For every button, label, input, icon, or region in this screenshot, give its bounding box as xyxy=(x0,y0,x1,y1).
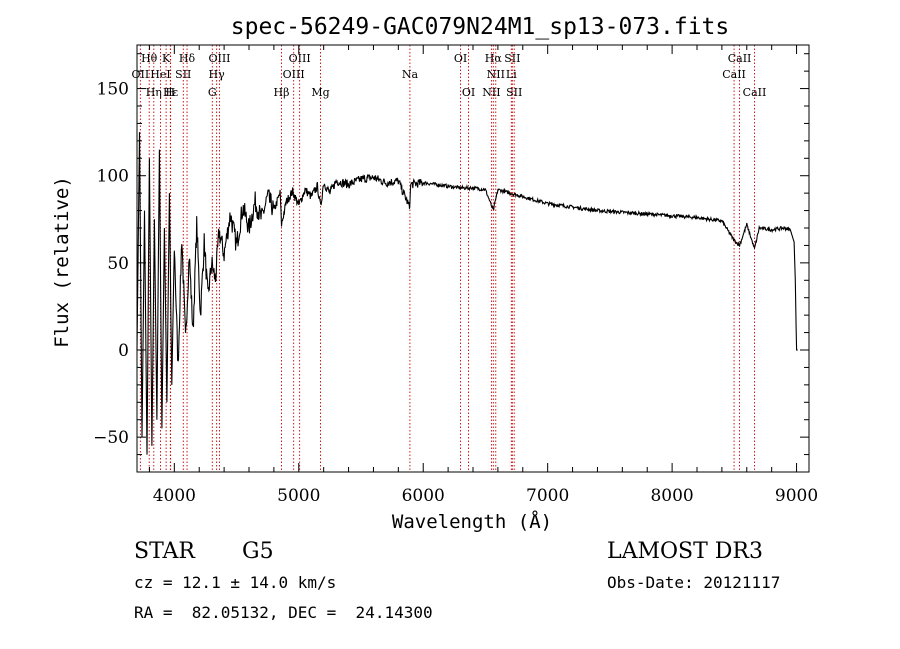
x-tick-label: 9000 xyxy=(775,486,818,506)
y-axis: −50 0 50 100 150 xyxy=(93,53,809,456)
marker-label: CaII xyxy=(722,68,746,81)
marker-label: Mg xyxy=(311,86,329,99)
y-tick-label: 150 xyxy=(97,80,129,100)
marker-label: H xyxy=(166,86,176,99)
line-marker-group xyxy=(139,45,755,472)
x-tick-label: 8000 xyxy=(650,486,693,506)
line-marker-label-group: Hθ OII Hε K HeI Hη SII H Hδ OIII Hγ G OIII OIII Hβ Mg Na… xyxy=(132,52,767,99)
redshift-velocity: cz = 12.1 ± 14.0 km/s xyxy=(134,573,337,592)
x-axis-label: Wavelength (Å) xyxy=(392,510,552,533)
y-tick-label: 0 xyxy=(118,341,129,361)
marker-label: G xyxy=(208,86,217,99)
marker-label: CaII xyxy=(743,86,767,99)
marker-label: Li xyxy=(506,68,517,81)
x-tick-label: 5000 xyxy=(277,486,320,506)
marker-label: OIII xyxy=(283,68,305,81)
marker-label: Hη xyxy=(146,86,162,99)
marker-label: Hε xyxy=(163,86,179,99)
marker-label: K xyxy=(162,52,171,65)
marker-label: OIII xyxy=(208,52,230,65)
marker-label: OIII xyxy=(289,52,311,65)
marker-label: Hβ xyxy=(274,86,290,99)
marker-label: Hα xyxy=(485,52,503,65)
marker-label: SII xyxy=(506,86,522,99)
object-class: STAR xyxy=(134,539,195,564)
marker-label: NII xyxy=(487,68,505,81)
x-tick-label: 6000 xyxy=(402,486,445,506)
spectrum-line xyxy=(136,132,798,455)
marker-label: OI xyxy=(462,86,475,99)
observation-date: Obs-Date: 20121117 xyxy=(607,573,781,592)
marker-label: NII xyxy=(482,86,500,99)
marker-label: HeI xyxy=(150,68,170,81)
marker-label: Hθ xyxy=(141,52,158,65)
x-tick-label: 7000 xyxy=(526,486,569,506)
x-axis: 4000 5000 6000 7000 8000 9000 xyxy=(148,45,818,506)
coordinates: RA = 82.05132, DEC = 24.14300 xyxy=(134,603,433,622)
y-tick-label: 50 xyxy=(107,254,129,274)
marker-label: OII xyxy=(132,68,150,81)
survey-name: LAMOST DR3 xyxy=(607,539,763,564)
chart-title: spec-56249-GAC079N24M1_sp13-073.fits xyxy=(231,14,730,40)
marker-label: OI xyxy=(454,52,467,65)
marker-label: SII xyxy=(175,68,191,81)
marker-label: SII xyxy=(504,52,520,65)
marker-label: CaII xyxy=(728,52,752,65)
y-tick-label: −50 xyxy=(93,428,129,448)
y-tick-label: 100 xyxy=(97,167,129,187)
plot-frame xyxy=(136,44,810,473)
marker-label: Hγ xyxy=(209,68,226,81)
object-subclass: G5 xyxy=(242,539,274,564)
marker-label: Na xyxy=(402,68,419,81)
marker-label: Hδ xyxy=(179,52,196,65)
y-axis-label: Flux (relative) xyxy=(51,176,73,348)
x-tick-label: 4000 xyxy=(153,486,196,506)
